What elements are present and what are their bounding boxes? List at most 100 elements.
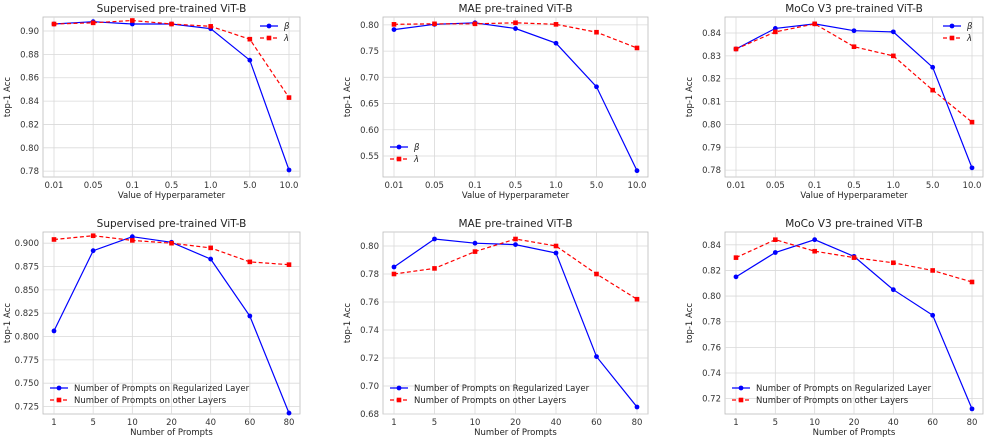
data-point-square	[594, 271, 599, 277]
data-point-square	[969, 279, 975, 285]
legend-label-2: λ	[413, 155, 419, 165]
legend: βλ	[943, 22, 973, 44]
data-point-circle	[890, 287, 896, 293]
data-point-square	[472, 21, 478, 27]
x-tick-label: 1	[733, 418, 738, 428]
x-tick-label: 5.0	[926, 181, 940, 191]
legend-label-2: Number of Prompts on other Layers	[756, 396, 909, 406]
x-tick-label: 40	[205, 418, 216, 428]
data-point-square	[594, 29, 599, 35]
y-tick-label: 0.84	[20, 97, 39, 107]
chart-panel-1: 0.01 0.05 0.1 0.5 1.0 5.0 10.0 0.78 0.80 0.82 0.84…	[3, 3, 301, 201]
x-tick-label: 0.01	[385, 181, 404, 191]
x-tick-label: 5.0	[243, 181, 257, 191]
y-axis-label: top-1 Acc	[685, 77, 695, 117]
y-tick-label: 0.72	[360, 354, 379, 364]
chart-panel-2: 0.01 0.05 0.1 0.5 1.0 5.0 10.0 0.55 0.60 0.65 0.70…	[343, 3, 649, 201]
data-point-square	[391, 22, 397, 27]
y-tick-label: 0.78	[20, 167, 39, 177]
x-tick-label: 40	[888, 418, 899, 428]
data-point-circle	[247, 57, 253, 63]
x-tick-label: 5	[90, 418, 95, 428]
data-point-square	[891, 260, 896, 266]
x-tick-label: 0.5	[165, 181, 179, 191]
data-point-square	[851, 44, 857, 50]
legend-label-2: λ	[966, 34, 972, 44]
data-point-square	[391, 271, 397, 277]
data-point-circle	[594, 84, 599, 90]
data-point-circle	[129, 21, 135, 27]
y-axis-label: top-1 Acc	[343, 77, 353, 117]
legend-label-1: Number of Prompts on Regularized Layer	[756, 384, 932, 394]
x-tick-label: 60	[927, 418, 938, 428]
data-point-square	[733, 46, 739, 52]
y-axis-label: top-1 Acc	[685, 303, 695, 343]
x-tick-label: 80	[284, 418, 295, 428]
chart-panel-5: 1 5 10 20 40 60 80 0.68 0.70 0.72 0.74 0.76 0.78 0.80…	[343, 218, 649, 438]
y-tick-label: 0.82	[702, 266, 721, 276]
x-tick-label: 1	[391, 418, 396, 428]
legend: Number of Prompts on Regularized Layer Nu…	[390, 384, 590, 406]
data-point-square	[553, 243, 559, 249]
data-point-square	[891, 53, 896, 59]
y-tick-label: 0.55	[360, 152, 379, 162]
legend-label-2: λ	[283, 34, 289, 44]
legend-marker-circle	[396, 144, 402, 150]
chart-title: MAE pre-trained ViT-B	[458, 218, 572, 230]
x-tick-label: 1.0	[887, 181, 901, 191]
y-tick-label: 0.74	[360, 326, 379, 336]
x-tick-label: 1.0	[204, 181, 218, 191]
data-point-circle	[286, 167, 292, 173]
y-tick-label: 0.72	[702, 395, 721, 405]
y-tick-label: 0.68	[360, 410, 379, 420]
x-tick-label: 10.0	[963, 181, 982, 191]
legend-marker-square	[396, 397, 402, 403]
legend-marker-square	[56, 397, 62, 403]
x-tick-label: 0.05	[84, 181, 103, 191]
y-tick-label: 0.80	[702, 120, 721, 130]
y-tick-label: 0.70	[360, 73, 379, 83]
legend-marker-square	[949, 35, 955, 41]
x-tick-label: 0.1	[468, 181, 482, 191]
y-tick-label: 0.70	[360, 382, 379, 392]
legend-marker-circle	[266, 23, 272, 29]
y-tick-label: 0.875	[15, 263, 39, 273]
chart-panel-3: 0.01 0.05 0.1 0.5 1.0 5.0 10.0 0.78 0.79 0.80 0.81…	[685, 3, 984, 201]
y-axis-label: top-1 Acc	[3, 303, 13, 343]
y-tick-label: 0.80	[20, 144, 39, 154]
data-point-circle	[208, 256, 214, 262]
data-point-square	[773, 237, 778, 242]
data-point-circle	[90, 248, 96, 254]
data-point-circle	[594, 354, 599, 359]
y-tick-label: 0.78	[702, 318, 721, 328]
x-tick-label: 60	[591, 418, 602, 428]
data-point-square	[286, 95, 292, 100]
x-tick-label: 10.0	[280, 181, 299, 191]
data-point-circle	[930, 64, 936, 70]
legend-label-2: Number of Prompts on other Layers	[414, 396, 567, 406]
x-tick-label: 5	[432, 418, 437, 428]
y-tick-label: 0.80	[702, 292, 721, 302]
chart-panel-6: 1 5 10 20 40 60 80 0.72 0.74 0.76 0.78 0.80 0.82 0.84…	[685, 218, 984, 438]
data-point-square	[432, 266, 437, 271]
data-point-square	[930, 87, 935, 93]
x-tick-label: 0.1	[808, 181, 822, 191]
legend-marker-circle	[396, 385, 402, 391]
data-point-circle	[930, 312, 936, 318]
data-point-square	[472, 249, 478, 254]
x-tick-label: 10	[809, 418, 820, 428]
data-point-circle	[432, 236, 437, 242]
x-tick-label: 20	[166, 418, 177, 428]
y-tick-label: 0.81	[702, 98, 721, 108]
data-point-circle	[634, 404, 640, 410]
y-tick-label: 0.850	[15, 286, 39, 296]
y-axis-label: top-1 Acc	[343, 303, 353, 343]
data-point-circle	[51, 328, 57, 334]
data-point-circle	[772, 250, 778, 255]
y-tick-label: 0.90	[20, 27, 39, 37]
chart-title: MoCo V3 pre-trained ViT-B	[785, 218, 923, 230]
data-point-square	[553, 22, 559, 27]
legend-label-1: Number of Prompts on Regularized Layer	[414, 384, 590, 394]
x-axis-label: Number of Prompts	[813, 428, 896, 438]
